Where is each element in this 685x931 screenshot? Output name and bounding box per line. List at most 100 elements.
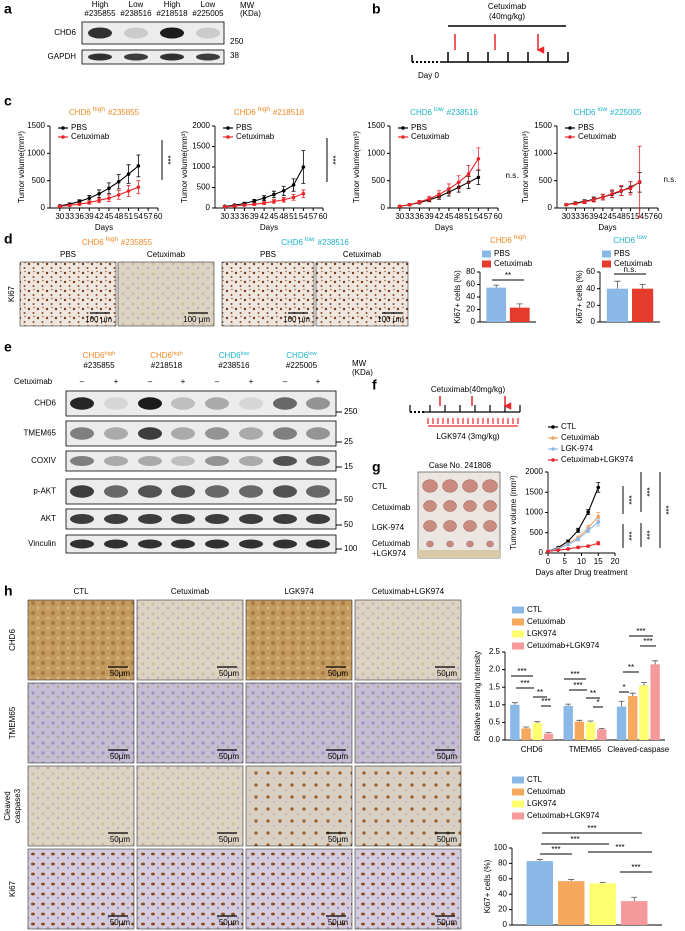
micrograph	[315, 261, 409, 327]
point	[576, 537, 580, 542]
y-tick-label: 2.5	[489, 647, 501, 656]
title-part: CHD6	[490, 236, 512, 245]
x-tick-label: 60	[494, 212, 503, 221]
x-tick-label: 30	[220, 212, 229, 221]
band	[70, 397, 94, 410]
legend-label: CTL	[527, 605, 543, 614]
band	[306, 514, 330, 524]
legend-label: Cetuximab	[561, 433, 600, 442]
band	[88, 27, 112, 39]
sig-label: ***	[624, 531, 633, 540]
row-label: LGK-974	[372, 523, 405, 532]
x-tick-label: Cleaved-caspase	[607, 745, 669, 754]
sig-label: ***	[328, 155, 337, 164]
point	[242, 203, 247, 207]
band	[138, 539, 162, 549]
error-bar	[493, 284, 500, 288]
x-axis-label: Days	[435, 223, 453, 232]
bar	[628, 696, 638, 740]
point	[601, 195, 605, 199]
y-tick-label: 1000	[534, 148, 552, 157]
band	[306, 539, 330, 549]
point	[126, 172, 131, 176]
legend-swatch	[512, 630, 524, 638]
dose-label: (40mg/kg)	[489, 12, 525, 21]
y-tick-label: 500	[32, 176, 46, 185]
mw-label: 100	[344, 544, 358, 553]
error-bar	[587, 720, 594, 723]
sig-label: ***	[570, 670, 579, 679]
lane-sign: –	[148, 377, 153, 386]
title-part: low	[308, 351, 317, 357]
x-axis-label: Days	[598, 223, 616, 232]
point	[272, 192, 276, 197]
lane-sign: –	[80, 377, 85, 386]
band	[306, 485, 330, 498]
error-bar	[614, 280, 621, 289]
legend-swatch	[482, 260, 491, 268]
x-tick-label: 48	[454, 212, 463, 221]
y-tick-label: 1000	[367, 148, 385, 157]
bar	[589, 883, 616, 925]
bar	[509, 307, 530, 322]
condition-label: PBS	[60, 250, 76, 259]
y-tick-label: 0	[206, 203, 211, 212]
point	[586, 510, 590, 514]
mw-label: 38	[230, 51, 239, 60]
scale-label: 100 μm	[85, 315, 112, 324]
band	[171, 514, 195, 524]
title-part: CHD6	[69, 108, 91, 117]
tumor	[483, 520, 497, 532]
point	[466, 172, 471, 176]
band	[205, 539, 229, 549]
error-bar	[545, 732, 552, 734]
band	[70, 427, 94, 440]
error-bar	[652, 660, 659, 665]
scale-label: 50μm	[437, 669, 458, 678]
sig-label: ***	[643, 637, 652, 646]
row-label: AKT	[40, 514, 56, 523]
x-tick-label: 30	[395, 212, 404, 221]
lane-sign: +	[181, 377, 186, 386]
point	[476, 157, 481, 161]
sig-label: ***	[573, 681, 582, 690]
condition-label: Cetuximab	[147, 250, 186, 259]
legend-swatch	[512, 642, 524, 650]
y-axis-label: Tumor volume(mm³)	[180, 131, 189, 203]
sample-id: #235855	[83, 361, 115, 370]
x-tick-label: 42	[598, 212, 607, 221]
point	[301, 165, 306, 169]
lane-header: Low	[201, 0, 216, 9]
title: CHD6low	[286, 351, 317, 361]
legend-label: LGK-974	[561, 444, 594, 453]
y-tick-label: 20	[466, 305, 475, 314]
micrograph	[245, 848, 353, 930]
band	[138, 485, 162, 498]
lane-sign: –	[215, 377, 220, 386]
title-part: CHD6	[83, 351, 105, 360]
legend-label: Cetuximab	[494, 259, 533, 268]
condition-label: Cetuximab	[343, 250, 382, 259]
legend-label: PBS	[236, 123, 252, 132]
band	[70, 539, 94, 549]
band	[88, 53, 112, 61]
point	[97, 191, 101, 196]
y-tick-label: 0.5	[489, 718, 501, 727]
band	[171, 427, 195, 440]
band	[138, 427, 162, 440]
error-bar	[523, 726, 530, 729]
case-label: Case No. 241808	[429, 461, 492, 470]
x-tick-label: 33	[571, 212, 580, 221]
tumor	[423, 520, 437, 532]
legend-swatch	[512, 788, 524, 796]
x-tick-label: TMEM65	[569, 745, 602, 754]
band	[104, 514, 128, 524]
bar	[486, 287, 507, 322]
title-part: #218518	[273, 108, 305, 117]
band	[171, 456, 195, 466]
x-tick-label: 48	[279, 212, 288, 221]
sig-label: n.s.	[506, 171, 519, 180]
error-bar	[565, 703, 572, 706]
x-tick-label: 39	[85, 212, 94, 221]
